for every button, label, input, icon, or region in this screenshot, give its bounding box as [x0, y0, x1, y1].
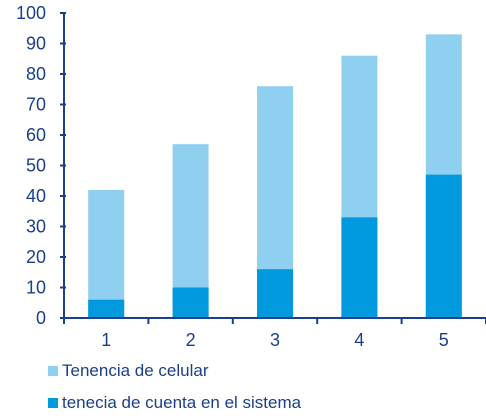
bar-cuenta-1 — [88, 299, 125, 318]
y-tick-label-20: 20 — [26, 247, 46, 267]
x-tick-label-3: 3 — [270, 330, 280, 350]
bar-cuenta-3 — [257, 269, 293, 318]
legend-item-celular: Tenencia de celular — [48, 360, 448, 382]
y-tick-label-60: 60 — [26, 125, 46, 145]
y-tick-label-30: 30 — [26, 217, 46, 237]
bar-cuenta-2 — [172, 287, 209, 318]
legend-label-celular: Tenencia de celular — [62, 361, 209, 380]
y-tick-label-50: 50 — [26, 156, 46, 176]
y-tick-label-40: 40 — [26, 186, 46, 206]
y-tick-label-70: 70 — [26, 95, 46, 115]
legend-item-cuenta: tenecia de cuenta en el sistema — [48, 392, 448, 414]
y-tick-label-0: 0 — [36, 308, 46, 328]
bar-cuenta-5 — [425, 174, 462, 318]
legend-swatch-icon — [48, 366, 58, 376]
y-tick-label-90: 90 — [26, 34, 46, 54]
x-tick-label-4: 4 — [354, 330, 364, 350]
bar-cuenta-4 — [341, 217, 378, 318]
y-tick-label-100: 100 — [16, 3, 46, 23]
legend: Tenencia de celular tenecia de cuenta en… — [48, 360, 448, 414]
y-tick-label-10: 10 — [26, 278, 46, 298]
legend-swatch-icon — [48, 398, 58, 408]
x-tick-label-2: 2 — [186, 330, 196, 350]
y-tick-label-80: 80 — [26, 64, 46, 84]
x-tick-label-1: 1 — [101, 330, 111, 350]
legend-label-cuenta: tenecia de cuenta en el sistema — [62, 393, 302, 412]
bar-celular-1 — [88, 189, 125, 318]
x-tick-label-5: 5 — [439, 330, 449, 350]
